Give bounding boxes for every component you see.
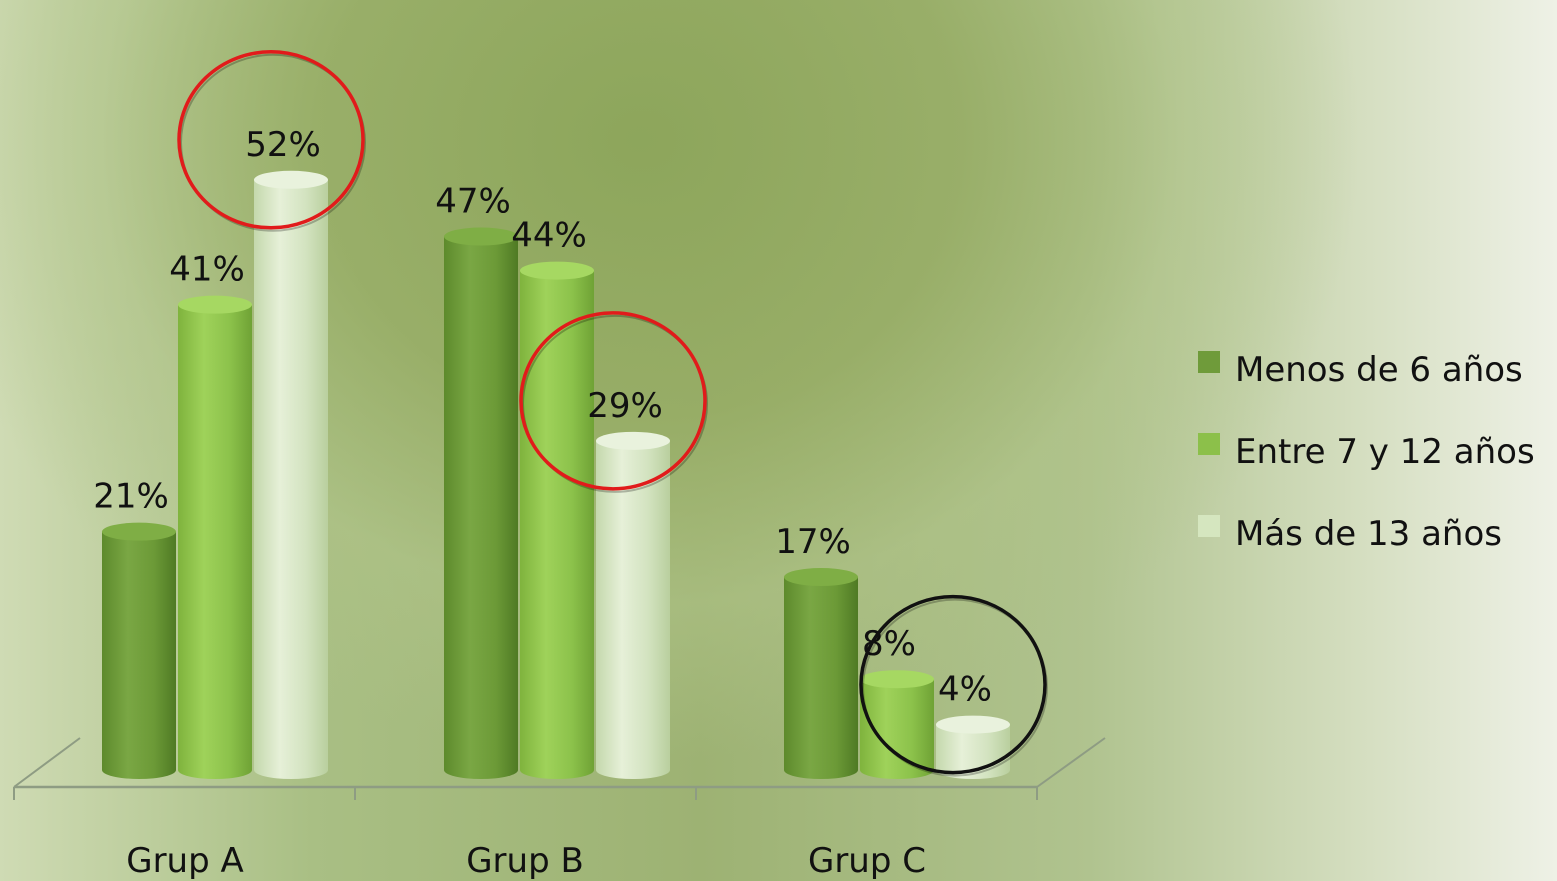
category-axis: Grup A Grup B Grup C bbox=[126, 841, 926, 881]
bar-top bbox=[178, 295, 252, 314]
legend-label: Más de 13 años bbox=[1235, 514, 1502, 554]
bar-bottom bbox=[254, 761, 328, 779]
highlight-circle-shadow bbox=[180, 53, 366, 232]
bar bbox=[520, 261, 594, 779]
highlight-circle bbox=[519, 311, 707, 491]
legend-swatch bbox=[1198, 515, 1220, 537]
legend: Menos de 6 años Entre 7 y 12 años Más de 1… bbox=[1198, 350, 1535, 554]
bar bbox=[784, 568, 858, 779]
bar bbox=[596, 431, 670, 779]
legend-item: Más de 13 años bbox=[1198, 514, 1502, 554]
category-label: Grup C bbox=[808, 841, 926, 881]
highlight-circle bbox=[177, 50, 365, 230]
data-label: 21% bbox=[93, 477, 169, 517]
data-label: 47% bbox=[435, 182, 511, 222]
data-label: 17% bbox=[775, 522, 851, 562]
legend-swatch bbox=[1198, 351, 1220, 373]
bar-bottom bbox=[596, 761, 670, 779]
bar-top bbox=[784, 568, 858, 587]
highlight-circle bbox=[859, 594, 1047, 775]
legend-label: Menos de 6 años bbox=[1235, 350, 1523, 390]
bar-bottom bbox=[102, 761, 176, 779]
data-label: 44% bbox=[511, 216, 587, 256]
bar bbox=[178, 295, 252, 779]
bar bbox=[254, 170, 328, 779]
bar-body bbox=[254, 179, 328, 771]
floor-right-edge bbox=[1036, 737, 1106, 788]
bar-bottom bbox=[520, 761, 594, 779]
chart-floor bbox=[13, 737, 1106, 800]
bar-bottom bbox=[178, 761, 252, 779]
data-label: 52% bbox=[245, 125, 321, 165]
bar-top bbox=[254, 170, 328, 189]
category-label: Grup A bbox=[126, 841, 244, 881]
bar-top bbox=[102, 522, 176, 541]
bar bbox=[444, 227, 518, 779]
category-label: Grup B bbox=[466, 841, 584, 881]
bar-body bbox=[102, 531, 176, 770]
highlight-layer bbox=[177, 50, 1048, 777]
bar-top bbox=[596, 431, 670, 450]
highlight-circle-shadow bbox=[522, 314, 708, 493]
legend-swatch bbox=[1198, 433, 1220, 455]
highlight-circle-shadow bbox=[862, 598, 1048, 777]
bars-layer: 21%41%52%47%44%29%17%8%4% bbox=[93, 125, 1010, 779]
bar-body bbox=[444, 236, 518, 771]
data-label: 4% bbox=[938, 670, 992, 710]
data-label: 41% bbox=[169, 250, 245, 290]
bar-top bbox=[860, 670, 934, 689]
bar-bottom bbox=[444, 761, 518, 779]
bar-top bbox=[520, 261, 594, 280]
bar-body bbox=[520, 270, 594, 770]
legend-item: Menos de 6 años bbox=[1198, 350, 1523, 390]
floor-back-edge bbox=[13, 737, 81, 788]
legend-label: Entre 7 y 12 años bbox=[1235, 432, 1535, 472]
bar-body bbox=[784, 577, 858, 770]
bar-top bbox=[936, 715, 1010, 734]
data-label: 29% bbox=[587, 386, 663, 426]
bar-body bbox=[178, 304, 252, 770]
legend-item: Entre 7 y 12 años bbox=[1198, 432, 1535, 472]
bar-bottom bbox=[784, 761, 858, 779]
bar bbox=[102, 522, 176, 779]
bar-body bbox=[596, 440, 670, 770]
bar-top bbox=[444, 227, 518, 246]
